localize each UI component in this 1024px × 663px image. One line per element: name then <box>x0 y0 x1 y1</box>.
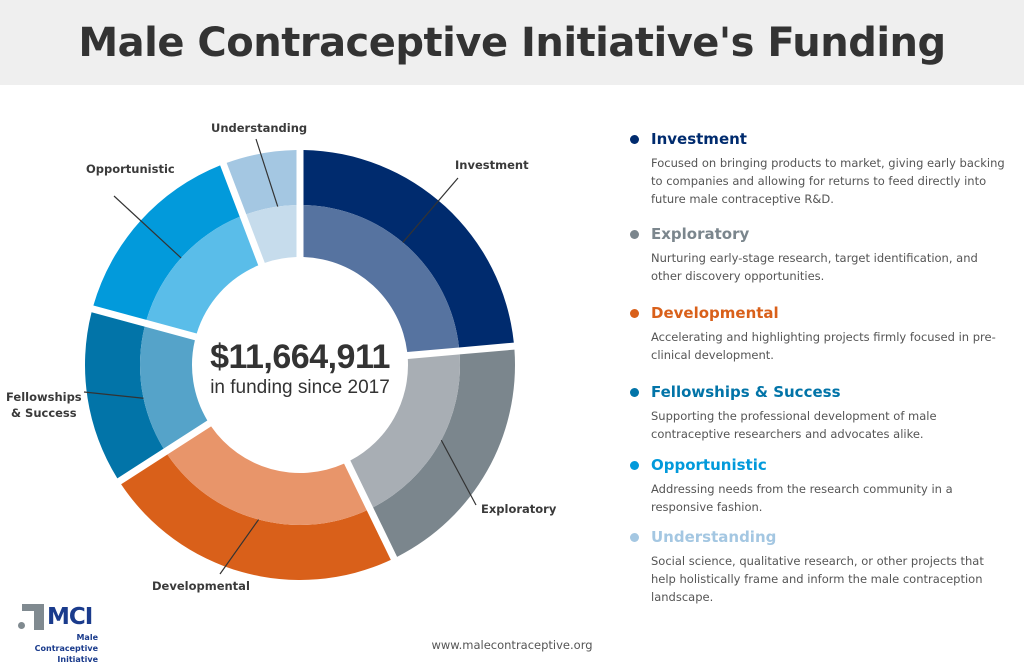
legend-description: Social science, qualitative research, or… <box>651 554 984 604</box>
donut-segment-outer-fellowships <box>85 312 164 479</box>
leader-line-fellowships <box>83 391 144 399</box>
leader-line-investment <box>402 177 459 243</box>
donut-chart <box>83 138 515 581</box>
page-title: Male Contraceptive Initiative's Funding <box>78 19 946 66</box>
legend-item-investment: Investment Focused on bringing products … <box>630 128 1010 208</box>
logo-subtitle-line1: Male Contraceptive <box>34 633 98 653</box>
mci-logo: MCI Male Contraceptive Initiative <box>16 604 106 663</box>
legend-item-understanding: Understanding Social science, qualitativ… <box>630 526 1010 606</box>
legend-title: Investment <box>651 130 747 148</box>
legend-item-opportunistic: Opportunistic Addressing needs from the … <box>630 454 1010 516</box>
donut-segment-inner-developmental <box>167 426 367 525</box>
segment-label-fellowships-line2: & Success <box>11 406 77 420</box>
header-banner: Male Contraceptive Initiative's Funding <box>0 0 1024 85</box>
segment-label-fellowships: Fellowships & Success <box>6 389 82 421</box>
legend-dot-icon <box>630 387 639 397</box>
donut-segment-outer-understanding <box>226 150 297 215</box>
logo-subtitle: Male Contraceptive Initiative <box>16 632 98 663</box>
donut-segment-inner-exploratory <box>350 354 460 508</box>
leader-line-exploratory <box>440 439 477 506</box>
legend-title: Opportunistic <box>651 456 767 474</box>
logo-subtitle-line2: Initiative <box>57 655 98 663</box>
donut-center-hole <box>193 258 407 472</box>
legend-item-fellowships: Fellowships & Success Supporting the pro… <box>630 381 1010 443</box>
legend-description: Accelerating and highlighting projects f… <box>651 330 996 362</box>
legend-title: Exploratory <box>651 225 750 243</box>
donut-segment-inner-understanding <box>246 205 297 263</box>
legend-title: Developmental <box>651 304 779 322</box>
legend-title: Understanding <box>651 528 777 546</box>
total-funding-amount: $11,664,911 <box>210 338 390 376</box>
leader-line-understanding <box>255 138 279 207</box>
legend-dot-icon <box>630 460 639 470</box>
donut-segment-inner-opportunistic <box>146 216 259 334</box>
legend-dot-icon <box>630 134 639 144</box>
legend-title: Fellowships & Success <box>651 383 841 401</box>
segment-label-investment: Investment <box>455 158 529 172</box>
website-url: www.malecontraceptive.org <box>431 638 593 652</box>
legend-description: Nurturing early-stage research, target i… <box>651 251 978 283</box>
donut-segment-inner-investment <box>303 205 460 353</box>
total-funding-subtitle: in funding since 2017 <box>210 377 390 398</box>
segment-label-exploratory: Exploratory <box>481 502 557 516</box>
leader-line-developmental <box>219 519 260 575</box>
segment-label-fellowships-line1: Fellowships <box>6 390 82 404</box>
legend-description: Focused on bringing products to market, … <box>651 156 1005 206</box>
segment-label-understanding: Understanding <box>211 121 308 135</box>
legend-description: Addressing needs from the research commu… <box>651 482 953 514</box>
segment-label-opportunistic: Opportunistic <box>86 162 175 176</box>
donut-segment-outer-investment <box>303 150 514 348</box>
donut-segment-outer-developmental <box>121 454 391 581</box>
legend-dot-icon <box>630 308 639 318</box>
legend-item-exploratory: Exploratory Nurturing early-stage resear… <box>630 223 1010 285</box>
logo-text: MCI <box>47 604 93 630</box>
donut-segment-outer-opportunistic <box>93 165 240 320</box>
legend-description: Supporting the professional development … <box>651 409 937 441</box>
legend-dot-icon <box>630 532 639 542</box>
legend-dot-icon <box>630 229 639 239</box>
donut-segment-inner-fellowships <box>140 326 208 449</box>
segment-label-developmental: Developmental <box>152 579 250 593</box>
leader-line-opportunistic <box>113 195 182 259</box>
donut-segment-outer-exploratory <box>373 349 515 557</box>
legend-item-developmental: Developmental Accelerating and highlight… <box>630 302 1010 364</box>
mci-logo-mark-icon <box>16 604 44 630</box>
